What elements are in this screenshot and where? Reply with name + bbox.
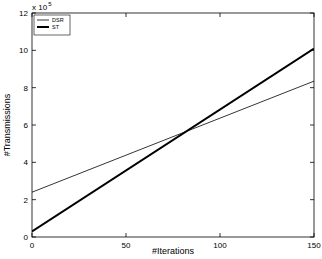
chart: 0 50 100 150 0 2 4 6 8 10 12 x 105 #Iterations #Trans…: [0, 0, 322, 259]
x-tick: [220, 13, 221, 17]
series-line: [32, 81, 314, 192]
legend: DSRST: [34, 15, 70, 35]
plot-frame: [32, 13, 314, 237]
y-tick: [32, 199, 36, 200]
y-tick: [32, 87, 36, 88]
y-tick-label: 8: [24, 84, 29, 93]
y-scale-exponent: 5: [48, 1, 52, 7]
series-line: [32, 48, 314, 231]
y-axis-label: #Transmissions: [2, 93, 12, 156]
y-tick: [310, 125, 314, 126]
y-tick: [310, 87, 314, 88]
x-tick-label: 150: [307, 241, 321, 250]
x-tick: [220, 233, 221, 237]
x-tick-label: 0: [30, 241, 35, 250]
y-tick: [310, 162, 314, 163]
y-tick: [32, 125, 36, 126]
legend-box: [34, 15, 70, 35]
y-scale-text: x 10: [32, 3, 48, 12]
y-tick-label: 2: [24, 196, 29, 205]
x-tick-label: 50: [122, 241, 131, 250]
y-tick-label: 12: [19, 9, 28, 18]
y-tick-label: 0: [24, 233, 29, 242]
legend-label: ST: [52, 24, 60, 30]
chart-container: 0 50 100 150 0 2 4 6 8 10 12 x 105 #Iterations #Trans…: [0, 0, 322, 259]
y-tick-label: 4: [24, 158, 29, 167]
legend-label: DSR: [52, 17, 64, 23]
y-tick: [32, 162, 36, 163]
y-tick-label: 6: [24, 121, 29, 130]
y-tick-label: 10: [19, 46, 28, 55]
legend-key: [37, 20, 49, 21]
x-tick: [126, 13, 127, 17]
series-group: [32, 48, 314, 231]
legend-key: [37, 26, 49, 28]
x-axis-label: #Iterations: [152, 246, 195, 256]
y-tick: [310, 199, 314, 200]
x-tick-label: 100: [213, 241, 227, 250]
y-tick: [32, 50, 36, 51]
x-tick: [126, 233, 127, 237]
plot-area: [32, 13, 314, 237]
